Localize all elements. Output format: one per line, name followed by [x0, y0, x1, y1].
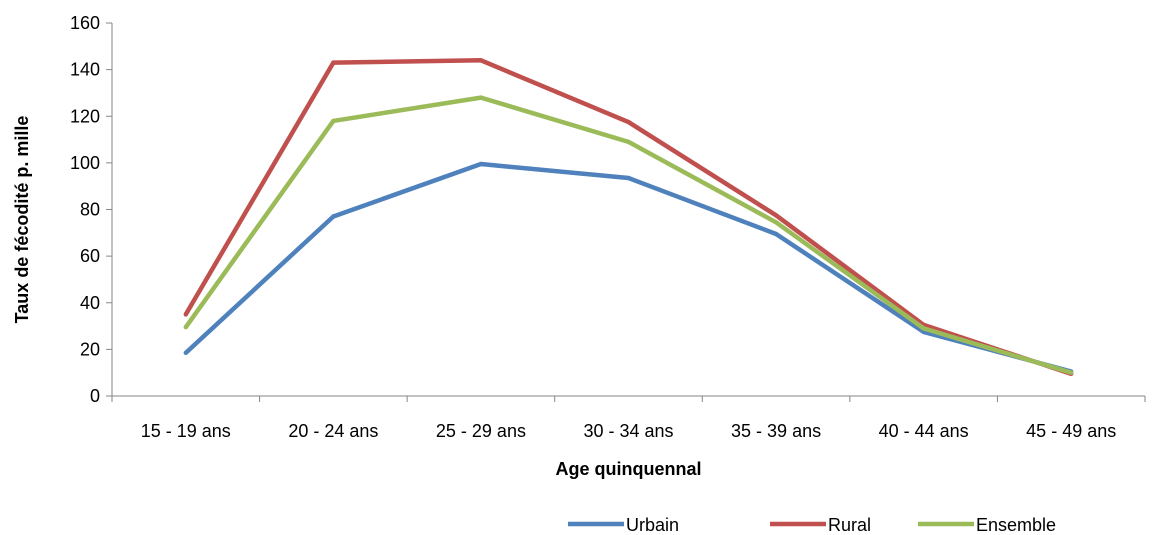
x-tick-label: 35 - 39 ans: [731, 421, 821, 441]
data-point-ensemble: [184, 325, 188, 329]
legend-label-rural: Rural: [828, 515, 871, 535]
y-tick-label: 120: [70, 106, 100, 126]
data-point-ensemble: [479, 95, 483, 99]
x-tick-label: 25 - 29 ans: [436, 421, 526, 441]
legend-item-urbain: Urbain: [568, 515, 679, 535]
data-point-ensemble: [1069, 370, 1073, 374]
legend-label-ensemble: Ensemble: [976, 515, 1056, 535]
y-tick-label: 160: [70, 13, 100, 33]
series-line-rural: [186, 60, 1071, 374]
y-tick-label: 100: [70, 153, 100, 173]
legend-item-rural: Rural: [770, 515, 871, 535]
data-point-ensemble: [921, 326, 925, 330]
x-tick-label: 40 - 44 ans: [879, 421, 969, 441]
y-tick-label: 140: [70, 60, 100, 80]
y-axis: 0 20 40 60 80 100 120 140 160: [70, 13, 112, 406]
series-lines: [184, 58, 1074, 376]
y-tick-label: 80: [80, 200, 100, 220]
x-axis-title: Age quinquennal: [556, 459, 702, 479]
x-axis: 15 - 19 ans 20 - 24 ans 25 - 29 ans 30 - 34…: [112, 396, 1145, 441]
series-line-urbain: [186, 164, 1071, 371]
x-tick-label: 20 - 24 ans: [288, 421, 378, 441]
legend-item-ensemble: Ensemble: [918, 515, 1056, 535]
data-point-urbain: [774, 232, 778, 236]
data-point-urbain: [184, 351, 188, 355]
data-point-urbain: [626, 176, 630, 180]
series-rural: [184, 58, 1074, 376]
x-tick-label: 30 - 34 ans: [583, 421, 673, 441]
y-tick-label: 20: [80, 339, 100, 359]
y-tick-label: 0: [90, 386, 100, 406]
y-tick-label: 60: [80, 246, 100, 266]
data-point-rural: [331, 60, 335, 64]
data-point-rural: [479, 58, 483, 62]
series-urbain: [184, 162, 1074, 374]
x-tick-label: 45 - 49 ans: [1026, 421, 1116, 441]
data-point-rural: [774, 213, 778, 217]
x-tick-label: 15 - 19 ans: [141, 421, 231, 441]
legend-label-urbain: Urbain: [626, 515, 679, 535]
data-point-urbain: [479, 162, 483, 166]
series-ensemble: [184, 95, 1074, 374]
legend: Urbain Rural Ensemble: [568, 515, 1056, 535]
series-line-ensemble: [186, 98, 1071, 373]
data-point-ensemble: [774, 220, 778, 224]
data-point-urbain: [331, 214, 335, 218]
data-point-rural: [184, 312, 188, 316]
data-point-ensemble: [626, 140, 630, 144]
data-point-ensemble: [331, 119, 335, 123]
y-axis-title: Taux de fécodité p. mille: [12, 116, 32, 324]
y-tick-label: 40: [80, 293, 100, 313]
data-point-rural: [626, 120, 630, 124]
